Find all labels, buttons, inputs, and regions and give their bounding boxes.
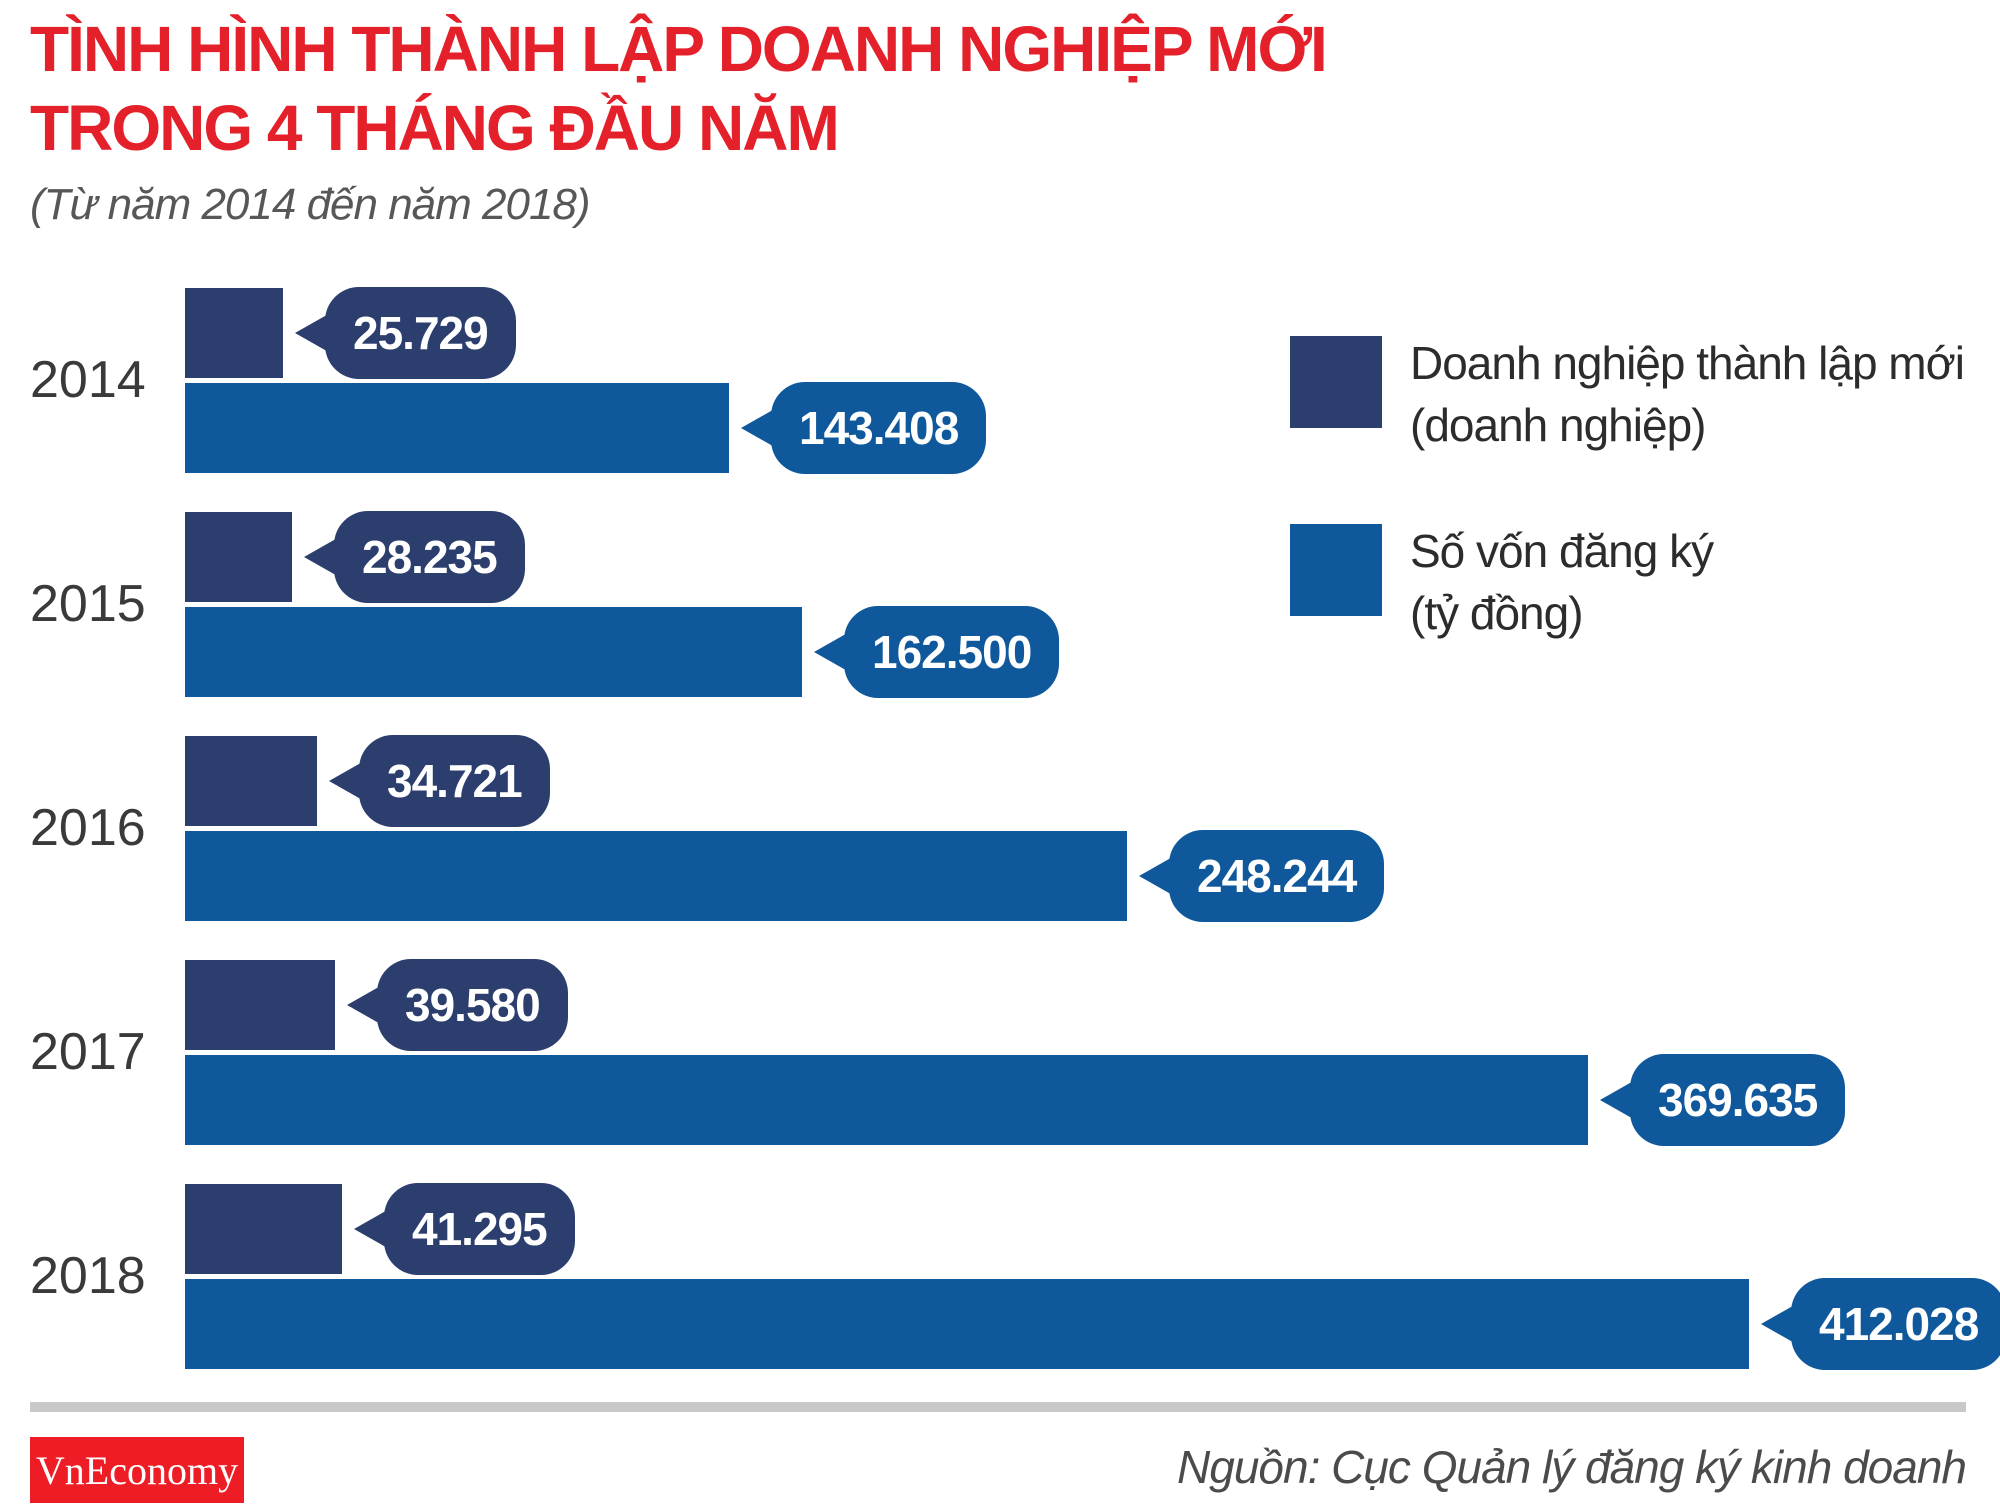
companies-value-bubble-2014: 25.729 xyxy=(295,287,516,379)
value-label: 412.028 xyxy=(1791,1278,2000,1370)
value-label: 143.408 xyxy=(771,382,987,474)
value-label: 34.721 xyxy=(359,735,550,827)
capital-value-bubble-2014: 143.408 xyxy=(741,382,987,474)
chart-title: TÌNH HÌNH THÀNH LẬP DOANH NGHIỆP MỚI TRO… xyxy=(30,10,1430,169)
companies-value-bubble-2018: 41.295 xyxy=(354,1183,575,1275)
capital-value-bubble-2017: 369.635 xyxy=(1600,1054,1846,1146)
value-label: 39.580 xyxy=(377,959,568,1051)
year-label-2018: 2018 xyxy=(30,1247,146,1305)
legend-label-companies: Doanh nghiệp thành lập mới (doanh nghiệp… xyxy=(1410,332,1965,456)
companies-bar-2015 xyxy=(185,512,292,602)
year-label-2017: 2017 xyxy=(30,1023,146,1081)
chart-subtitle: (Từ năm 2014 đến năm 2018) xyxy=(30,180,591,229)
vneconomy-logo: VnEconomy xyxy=(30,1437,244,1503)
legend-label-capital: Số vốn đăng ký (tỷ đồng) xyxy=(1410,520,1714,644)
capital-bar-2016 xyxy=(185,831,1127,921)
value-label: 41.295 xyxy=(384,1183,575,1275)
companies-value-bubble-2017: 39.580 xyxy=(347,959,568,1051)
companies-bar-2018 xyxy=(185,1184,342,1274)
legend-item-companies: Doanh nghiệp thành lập mới (doanh nghiệp… xyxy=(1290,332,1965,456)
chart-title-line1: TÌNH HÌNH THÀNH LẬP DOANH NGHIỆP MỚI xyxy=(30,13,1328,85)
companies-value-bubble-2015: 28.235 xyxy=(304,511,525,603)
source-credit: Nguồn: Cục Quản lý đăng ký kinh doanh xyxy=(1177,1441,1967,1493)
companies-bar-2016 xyxy=(185,736,317,826)
legend-label-capital-line1: Số vốn đăng ký xyxy=(1410,525,1714,577)
value-label: 28.235 xyxy=(334,511,525,603)
value-label: 369.635 xyxy=(1630,1054,1846,1146)
value-label: 162.500 xyxy=(844,606,1060,698)
legend-label-capital-line2: (tỷ đồng) xyxy=(1410,587,1584,639)
legend: Doanh nghiệp thành lập mới (doanh nghiệp… xyxy=(1290,332,1965,644)
value-label: 25.729 xyxy=(325,287,516,379)
year-label-2014: 2014 xyxy=(30,351,146,409)
value-label: 248.244 xyxy=(1169,830,1385,922)
capital-value-bubble-2015: 162.500 xyxy=(814,606,1060,698)
capital-bar-2018 xyxy=(185,1279,1749,1369)
legend-label-companies-line1: Doanh nghiệp thành lập mới xyxy=(1410,337,1965,389)
legend-item-capital: Số vốn đăng ký (tỷ đồng) xyxy=(1290,520,1964,644)
companies-bar-2017 xyxy=(185,960,335,1050)
capital-bar-2014 xyxy=(185,383,729,473)
capital-value-bubble-2016: 248.244 xyxy=(1139,830,1385,922)
legend-label-companies-line2: (doanh nghiệp) xyxy=(1410,399,1706,451)
footer-divider xyxy=(30,1402,1966,1412)
companies-value-bubble-2016: 34.721 xyxy=(329,735,550,827)
legend-swatch-companies xyxy=(1290,336,1382,428)
capital-bar-2017 xyxy=(185,1055,1588,1145)
chart-title-line2: TRONG 4 THÁNG ĐẦU NĂM xyxy=(30,92,840,165)
capital-bar-2015 xyxy=(185,607,802,697)
year-label-2015: 2015 xyxy=(30,575,146,633)
companies-bar-2014 xyxy=(185,288,283,378)
legend-swatch-capital xyxy=(1290,524,1382,616)
year-label-2016: 2016 xyxy=(30,799,146,857)
capital-value-bubble-2018: 412.028 xyxy=(1761,1278,2000,1370)
